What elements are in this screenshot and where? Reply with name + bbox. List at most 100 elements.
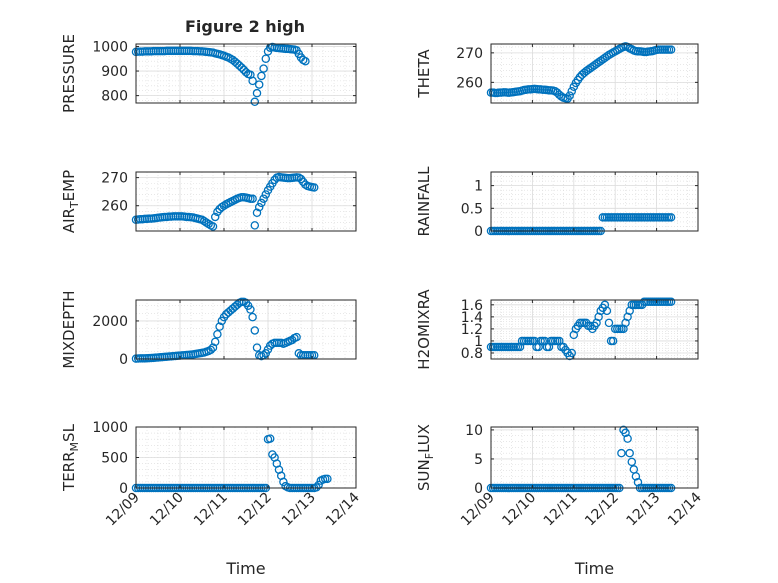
x-tick-label: 12/11 xyxy=(541,490,581,530)
data-point xyxy=(254,80,264,89)
data-point xyxy=(294,173,304,182)
data-point xyxy=(208,222,218,231)
data-point xyxy=(602,306,612,316)
data-point xyxy=(287,335,297,345)
x-tick-label: 12/14 xyxy=(323,489,363,529)
data-point xyxy=(254,202,264,212)
x-tick-label: 12/10 xyxy=(499,490,539,530)
data-point xyxy=(621,428,630,438)
axes-box xyxy=(490,43,699,104)
y-tick-label: 1 xyxy=(474,179,483,195)
data-point xyxy=(567,86,576,96)
y-tick-label: 2000 xyxy=(92,314,128,330)
y-tick-label: 1000 xyxy=(92,420,128,436)
y-tick-label: 0 xyxy=(474,224,483,240)
data-point xyxy=(210,212,220,222)
subplot-top-left: 800 900 1000 PRESSURE xyxy=(60,34,357,113)
y-axis-label: RAINFALL xyxy=(415,166,433,237)
axes-box xyxy=(490,171,699,232)
data-point xyxy=(257,198,266,208)
y-tick-label: 1 xyxy=(474,334,483,350)
y-tick-label: 0.8 xyxy=(461,346,483,362)
data-point xyxy=(567,348,576,358)
data-point xyxy=(261,54,271,64)
data-point xyxy=(627,457,637,467)
data-point xyxy=(301,56,310,66)
data-point xyxy=(252,343,262,352)
y-axis-label: AIRTEMP xyxy=(60,170,81,233)
y-tick-label: 1000 xyxy=(92,39,128,55)
data-point xyxy=(235,61,244,70)
axes-box xyxy=(490,426,699,489)
y-axis-label: MIXDEPTH xyxy=(60,290,78,368)
data-point xyxy=(202,218,211,227)
x-tick-label: 12/12 xyxy=(582,490,622,530)
data-point xyxy=(314,480,323,490)
x-tick-label: 12/11 xyxy=(191,490,231,530)
y-tick-label: 0 xyxy=(119,481,128,497)
y-tick-label: 260 xyxy=(101,199,128,215)
y-tick-label: 0 xyxy=(119,352,128,368)
data-point xyxy=(206,345,216,355)
data-point xyxy=(210,337,220,347)
data-point xyxy=(259,194,268,203)
data-point xyxy=(292,332,301,342)
data-point xyxy=(239,65,249,75)
data-point xyxy=(250,97,260,107)
data-point xyxy=(250,326,260,335)
x-axis-label: Time xyxy=(574,559,614,578)
data-point xyxy=(250,221,260,230)
data-point xyxy=(252,88,262,98)
axes-box xyxy=(135,171,357,232)
subplot-second-right: 0 0.5 1 RAINFALL xyxy=(415,166,699,240)
y-tick-label: 0 xyxy=(474,481,483,497)
data-point xyxy=(217,202,227,212)
data-point xyxy=(265,434,275,443)
y-axis-label: THETA xyxy=(415,49,433,99)
y-axis-label: H2OMIXRA xyxy=(415,289,433,370)
data-point xyxy=(633,477,643,487)
data-point xyxy=(257,71,266,81)
data-point xyxy=(246,305,255,314)
y-tick-label: 1.2 xyxy=(461,322,483,338)
data-point xyxy=(666,45,676,54)
y-axis-label: PRESSURE xyxy=(60,34,78,113)
y-tick-label: 1.4 xyxy=(461,310,483,326)
data-point xyxy=(629,465,639,474)
data-point xyxy=(323,474,332,484)
x-tick-label: 12/12 xyxy=(235,490,275,530)
data-point xyxy=(248,194,257,203)
y-tick-label: 500 xyxy=(101,451,128,467)
data-point xyxy=(252,208,262,217)
axes-box xyxy=(490,299,699,360)
data-point xyxy=(199,216,209,226)
axes-box xyxy=(135,43,357,104)
data-point xyxy=(204,219,213,229)
data-point xyxy=(259,64,268,73)
data-point xyxy=(666,213,676,222)
y-tick-label: 10 xyxy=(465,423,483,439)
y-tick-label: 900 xyxy=(101,64,128,80)
x-axis-label: Time xyxy=(225,559,265,578)
data-point xyxy=(666,297,676,307)
axes-box xyxy=(135,299,357,360)
figure-title: Figure 2 high xyxy=(185,17,305,36)
data-point xyxy=(261,190,271,199)
data-point xyxy=(208,343,218,352)
data-point xyxy=(237,63,246,72)
data-point xyxy=(565,91,574,100)
data-point xyxy=(309,183,319,192)
subplot-second-left: 260 270 AIRTEMP xyxy=(60,170,357,233)
subplot-top-right: 260 270 THETA xyxy=(415,42,699,104)
y-tick-label: 270 xyxy=(101,171,128,187)
y-tick-label: 1.6 xyxy=(461,298,483,314)
data-point xyxy=(213,330,222,339)
x-tick-label: 12/13 xyxy=(279,490,319,530)
data-point xyxy=(631,472,641,481)
x-tick-label: 12/13 xyxy=(624,490,664,530)
subplot-third-left: 0 2000 MIXDEPTH xyxy=(60,290,357,369)
data-point xyxy=(248,312,257,322)
y-tick-label: 0.5 xyxy=(461,201,483,217)
